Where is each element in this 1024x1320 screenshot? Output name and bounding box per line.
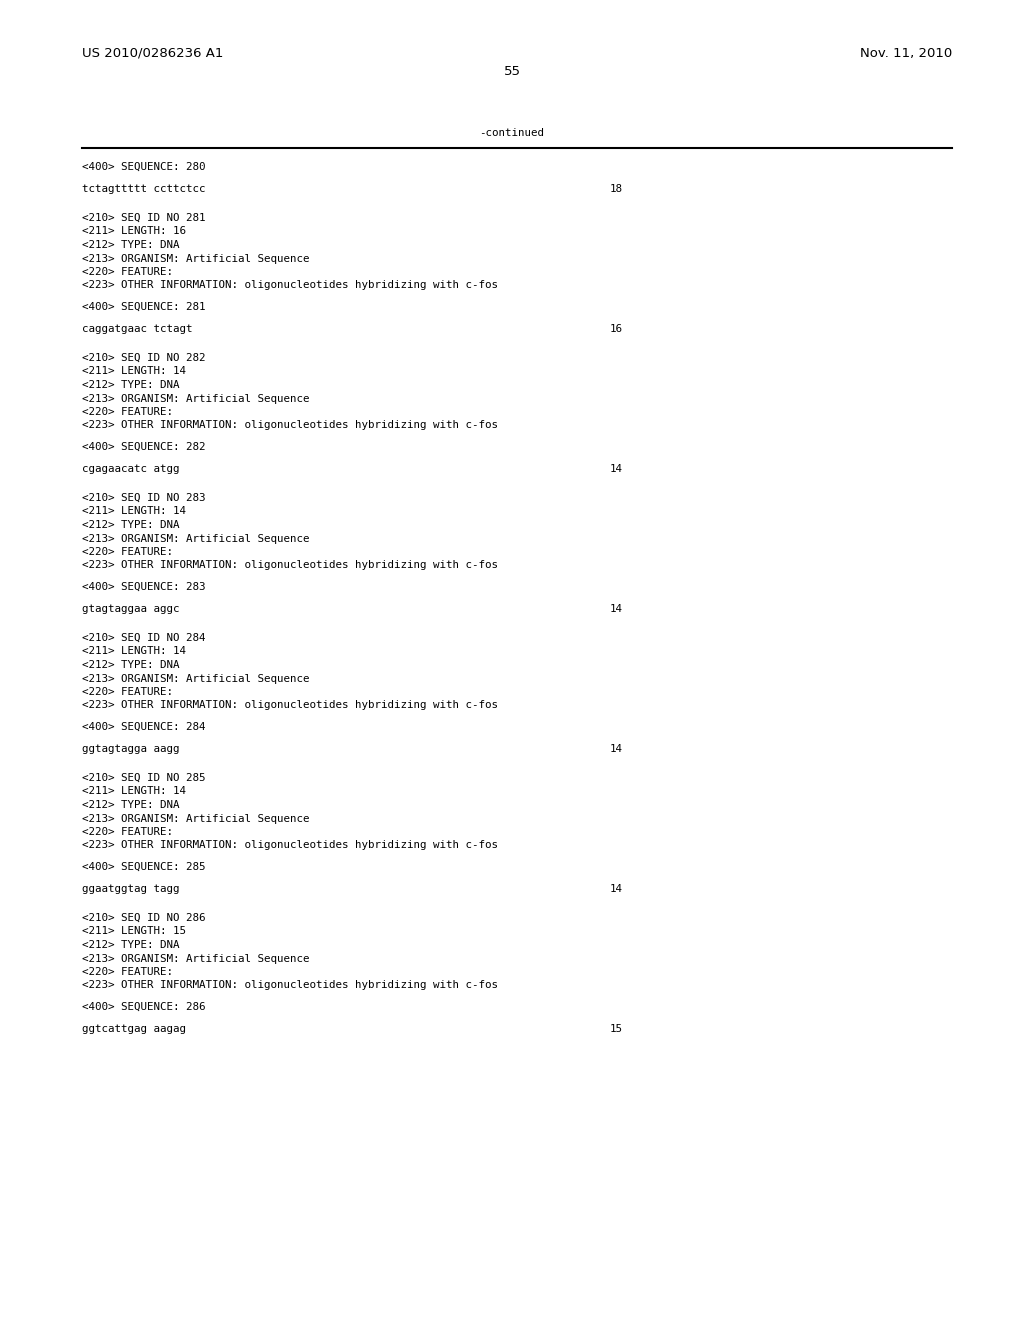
Text: <213> ORGANISM: Artificial Sequence: <213> ORGANISM: Artificial Sequence	[82, 393, 309, 404]
Text: <223> OTHER INFORMATION: oligonucleotides hybridizing with c-fos: <223> OTHER INFORMATION: oligonucleotide…	[82, 421, 498, 430]
Text: <211> LENGTH: 14: <211> LENGTH: 14	[82, 647, 186, 656]
Text: ggtcattgag aagag: ggtcattgag aagag	[82, 1023, 186, 1034]
Text: <210> SEQ ID NO 282: <210> SEQ ID NO 282	[82, 352, 206, 363]
Text: <400> SEQUENCE: 285: <400> SEQUENCE: 285	[82, 862, 206, 873]
Text: <212> TYPE: DNA: <212> TYPE: DNA	[82, 800, 179, 810]
Text: 16: 16	[609, 323, 623, 334]
Text: <223> OTHER INFORMATION: oligonucleotides hybridizing with c-fos: <223> OTHER INFORMATION: oligonucleotide…	[82, 841, 498, 850]
Text: <223> OTHER INFORMATION: oligonucleotides hybridizing with c-fos: <223> OTHER INFORMATION: oligonucleotide…	[82, 561, 498, 570]
Text: <210> SEQ ID NO 281: <210> SEQ ID NO 281	[82, 213, 206, 223]
Text: <400> SEQUENCE: 286: <400> SEQUENCE: 286	[82, 1002, 206, 1012]
Text: 14: 14	[609, 463, 623, 474]
Text: 55: 55	[504, 65, 520, 78]
Text: <210> SEQ ID NO 284: <210> SEQ ID NO 284	[82, 634, 206, 643]
Text: <223> OTHER INFORMATION: oligonucleotides hybridizing with c-fos: <223> OTHER INFORMATION: oligonucleotide…	[82, 281, 498, 290]
Text: <220> FEATURE:: <220> FEATURE:	[82, 407, 173, 417]
Text: <211> LENGTH: 14: <211> LENGTH: 14	[82, 787, 186, 796]
Text: gtagtaggaa aggc: gtagtaggaa aggc	[82, 603, 179, 614]
Text: <212> TYPE: DNA: <212> TYPE: DNA	[82, 520, 179, 531]
Text: <210> SEQ ID NO 283: <210> SEQ ID NO 283	[82, 492, 206, 503]
Text: <220> FEATURE:: <220> FEATURE:	[82, 267, 173, 277]
Text: <213> ORGANISM: Artificial Sequence: <213> ORGANISM: Artificial Sequence	[82, 813, 309, 824]
Text: <212> TYPE: DNA: <212> TYPE: DNA	[82, 380, 179, 389]
Text: 15: 15	[609, 1023, 623, 1034]
Text: -continued: -continued	[479, 128, 545, 139]
Text: <400> SEQUENCE: 284: <400> SEQUENCE: 284	[82, 722, 206, 733]
Text: <210> SEQ ID NO 285: <210> SEQ ID NO 285	[82, 774, 206, 783]
Text: <210> SEQ ID NO 286: <210> SEQ ID NO 286	[82, 913, 206, 923]
Text: ggaatggtag tagg: ggaatggtag tagg	[82, 883, 179, 894]
Text: <211> LENGTH: 16: <211> LENGTH: 16	[82, 227, 186, 236]
Text: <223> OTHER INFORMATION: oligonucleotides hybridizing with c-fos: <223> OTHER INFORMATION: oligonucleotide…	[82, 701, 498, 710]
Text: caggatgaac tctagt: caggatgaac tctagt	[82, 323, 193, 334]
Text: <213> ORGANISM: Artificial Sequence: <213> ORGANISM: Artificial Sequence	[82, 953, 309, 964]
Text: <220> FEATURE:: <220> FEATURE:	[82, 546, 173, 557]
Text: 14: 14	[609, 743, 623, 754]
Text: US 2010/0286236 A1: US 2010/0286236 A1	[82, 48, 223, 59]
Text: ggtagtagga aagg: ggtagtagga aagg	[82, 743, 179, 754]
Text: <212> TYPE: DNA: <212> TYPE: DNA	[82, 240, 179, 249]
Text: <400> SEQUENCE: 282: <400> SEQUENCE: 282	[82, 442, 206, 451]
Text: tctagttttt ccttctcc: tctagttttt ccttctcc	[82, 183, 206, 194]
Text: 18: 18	[609, 183, 623, 194]
Text: <212> TYPE: DNA: <212> TYPE: DNA	[82, 940, 179, 950]
Text: 14: 14	[609, 603, 623, 614]
Text: <400> SEQUENCE: 280: <400> SEQUENCE: 280	[82, 162, 206, 172]
Text: cgagaacatc atgg: cgagaacatc atgg	[82, 463, 179, 474]
Text: <211> LENGTH: 14: <211> LENGTH: 14	[82, 507, 186, 516]
Text: <400> SEQUENCE: 283: <400> SEQUENCE: 283	[82, 582, 206, 591]
Text: <400> SEQUENCE: 281: <400> SEQUENCE: 281	[82, 302, 206, 312]
Text: <212> TYPE: DNA: <212> TYPE: DNA	[82, 660, 179, 671]
Text: <220> FEATURE:: <220> FEATURE:	[82, 686, 173, 697]
Text: <220> FEATURE:: <220> FEATURE:	[82, 968, 173, 977]
Text: <213> ORGANISM: Artificial Sequence: <213> ORGANISM: Artificial Sequence	[82, 533, 309, 544]
Text: Nov. 11, 2010: Nov. 11, 2010	[860, 48, 952, 59]
Text: <223> OTHER INFORMATION: oligonucleotides hybridizing with c-fos: <223> OTHER INFORMATION: oligonucleotide…	[82, 981, 498, 990]
Text: <213> ORGANISM: Artificial Sequence: <213> ORGANISM: Artificial Sequence	[82, 673, 309, 684]
Text: 14: 14	[609, 883, 623, 894]
Text: <211> LENGTH: 15: <211> LENGTH: 15	[82, 927, 186, 936]
Text: <211> LENGTH: 14: <211> LENGTH: 14	[82, 367, 186, 376]
Text: <213> ORGANISM: Artificial Sequence: <213> ORGANISM: Artificial Sequence	[82, 253, 309, 264]
Text: <220> FEATURE:: <220> FEATURE:	[82, 828, 173, 837]
